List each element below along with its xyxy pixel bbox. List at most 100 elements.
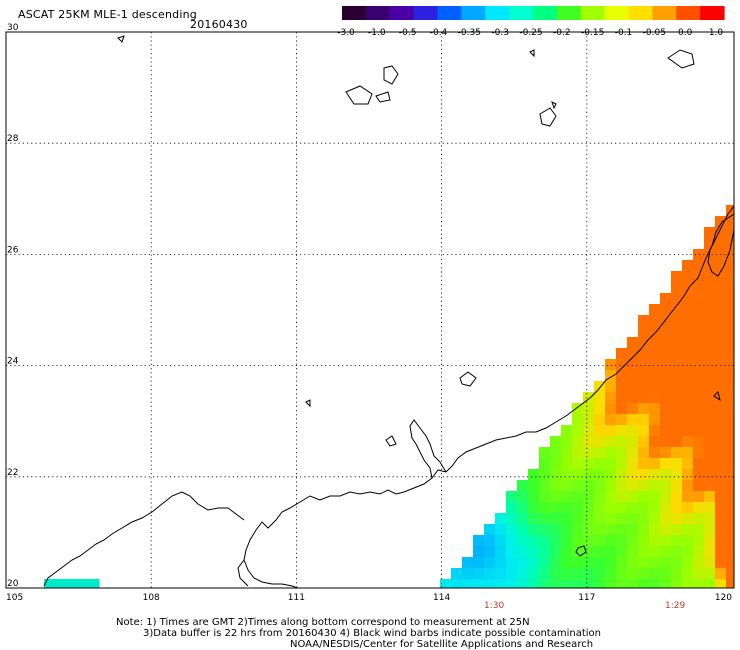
swath-cell [627,370,639,382]
swath-cell [715,491,727,503]
swath-cell [550,491,562,503]
swath-cell [484,579,496,588]
colorbar-label: -1.0 [368,28,386,38]
swath-cell [715,557,727,569]
swath-cell [561,535,573,547]
swath-cell [715,458,727,470]
swath-cell [682,414,694,426]
swath-cell [616,579,628,588]
swath-cell [583,403,595,415]
swath-cell [693,337,705,349]
swath-cell [715,447,727,459]
lon-tick-label: 108 [143,593,160,603]
swath-cell [517,568,529,580]
swath-cell [704,546,716,558]
lat-lon-grid [5,31,735,589]
swath-cell [627,458,639,470]
swath-cell [715,568,727,580]
swath-cell [605,392,617,404]
swath-cell [726,546,734,558]
swath-cell [693,293,705,305]
swath-cell [638,568,650,580]
swath-cell [693,304,705,316]
swath-cell [528,491,540,503]
swath-cell [506,524,518,536]
swath-cell [583,414,595,426]
swath-cell [715,546,727,558]
swath-cell [594,436,606,448]
swath-cell [660,348,672,360]
swath-cell [704,370,716,382]
swath-cell [616,502,628,514]
swath-cell [693,348,705,360]
swath-cell [473,568,485,580]
swath-cell [627,546,639,558]
swath-cell [649,315,661,327]
swath-cell [605,469,617,481]
swath-cell [583,447,595,459]
swath-cell [616,359,628,371]
swath-cell [594,447,606,459]
swath-cell [572,524,584,536]
swath-cell [572,557,584,569]
swath-cell [715,304,727,316]
colorbar-label: -0.4 [430,28,448,38]
swath-cell [550,436,562,448]
swath-cell [715,326,727,338]
swath-cell [572,502,584,514]
colorbar-label: -0.35 [458,28,481,38]
map-date: 20160430 [190,18,248,31]
swath-cell [660,447,672,459]
colorbar-swatch [365,6,391,20]
swath-cell [660,579,672,588]
swath-cell [616,425,628,437]
swath-cell [704,447,716,459]
swath-cell [605,480,617,492]
swath-cell [704,491,716,503]
swath-cell [704,304,716,316]
colorbar-swatch [509,6,534,20]
swath-cell [671,557,683,569]
swath-cell [616,436,628,448]
swath-cell [660,436,672,448]
swath-cell [693,469,705,481]
scatterometer-swath [44,205,734,588]
swath-cell [660,337,672,349]
colorbar-swatch [628,6,653,20]
swath-cell [594,414,606,426]
swath-cell [605,436,617,448]
swath-cell [704,227,716,239]
swath-cell [660,513,672,525]
swath-cell [495,579,507,588]
swath-cell [726,381,734,393]
swath-cell [704,238,716,250]
swath-cell [649,491,661,503]
swath-cell [660,524,672,536]
swath-cell [704,535,716,547]
swath-cell [462,557,474,569]
swath-cell [605,381,617,393]
swath-cell [726,249,734,261]
swath-cell [682,348,694,360]
swath-cell [649,480,661,492]
swath-cell [671,304,683,316]
swath-cell [649,458,661,470]
swath-cell [605,425,617,437]
swath-cell [726,491,734,503]
swath-cell [638,502,650,514]
swath-cell [539,579,551,588]
swath-cell [550,513,562,525]
swath-cell [616,513,628,525]
swath-cell [539,546,551,558]
pass-time-label: 1:29 [665,601,685,611]
swath-cell [638,469,650,481]
swath-cell [638,546,650,558]
swath-cell [605,502,617,514]
swath-cell [704,293,716,305]
swath-cell [715,469,727,481]
swath-cell [627,381,639,393]
swath-cell [495,568,507,580]
swath-cell [726,579,734,588]
swath-cell [726,513,734,525]
swath-cell [715,414,727,426]
